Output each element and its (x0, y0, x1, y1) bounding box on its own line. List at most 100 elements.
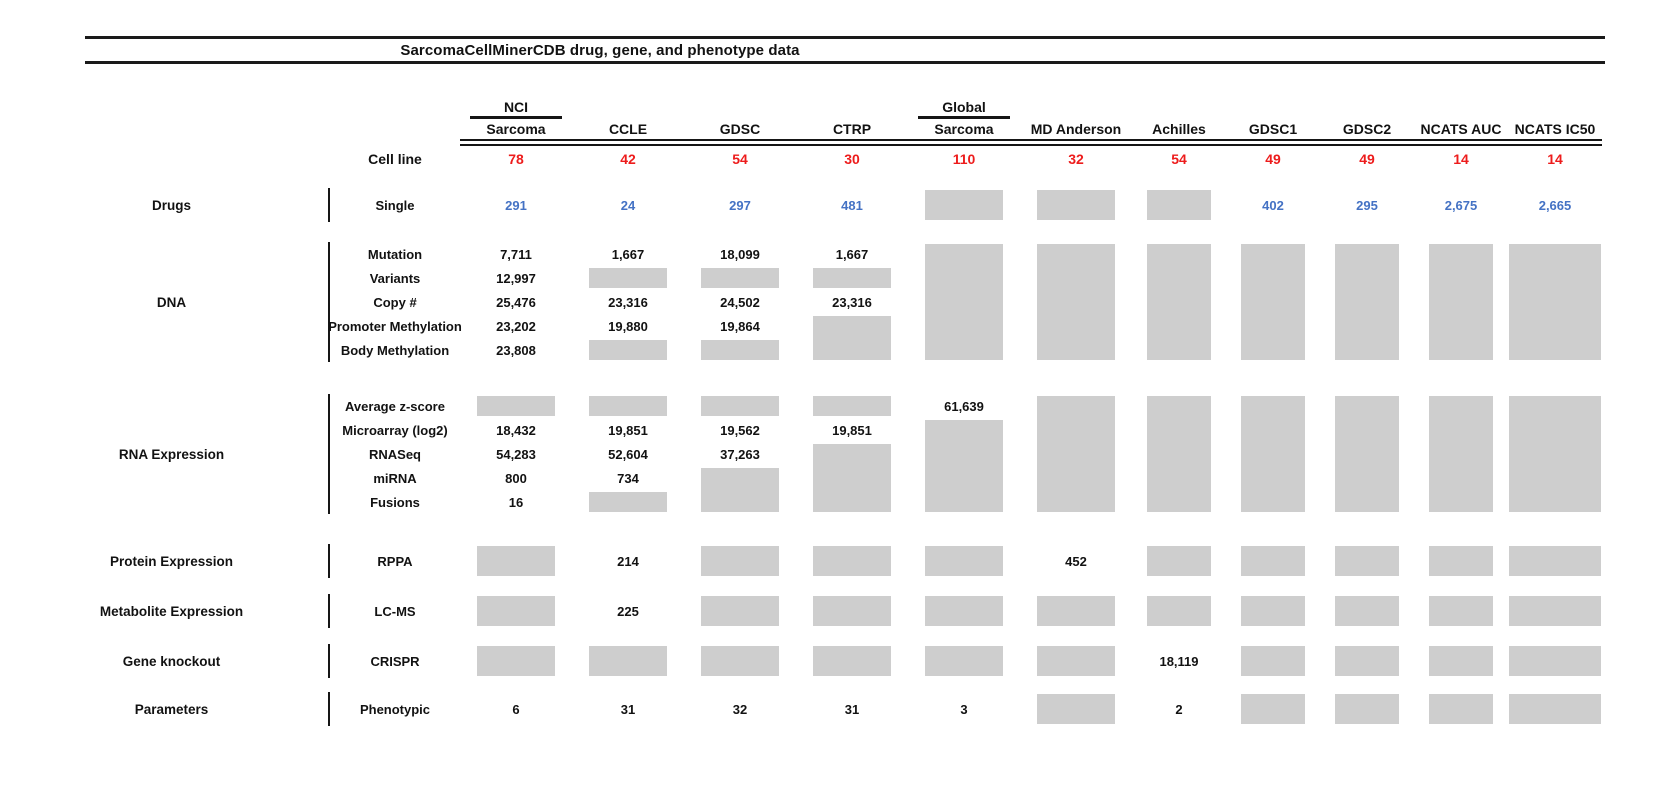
cell-line-count: 54 (1171, 151, 1187, 167)
cell-value: 37,263 (720, 446, 760, 462)
table-cell: 6 (460, 692, 572, 726)
table-cell (1020, 594, 1132, 628)
table-cell: 2 (1132, 692, 1226, 726)
cell-value: 19,851 (832, 422, 872, 438)
table-cell (684, 544, 796, 578)
cell-line-count: 110 (952, 151, 976, 167)
cell-value: 18,099 (720, 246, 760, 262)
table-cell (1132, 594, 1226, 628)
table-cell (460, 544, 572, 578)
gray-box (1429, 546, 1493, 576)
table-cell (1320, 644, 1414, 678)
table-cell (684, 594, 796, 628)
gray-box (701, 646, 779, 676)
table-cell (1414, 594, 1508, 628)
table-cell: 31 (796, 692, 908, 726)
row-label: Single (375, 197, 415, 213)
gray-box (1241, 546, 1305, 576)
table-cell (1414, 692, 1508, 726)
table-cell (1508, 594, 1602, 628)
table-cell: 23,808 (460, 338, 572, 362)
table-cell (1132, 188, 1226, 222)
column-header-label: MD Anderson (1030, 121, 1122, 137)
cell-value: 1,667 (835, 246, 869, 262)
gray-box (1147, 546, 1211, 576)
cell-value: 32 (732, 701, 748, 717)
table-cell: 18,119 (1132, 644, 1226, 678)
table-cell (1414, 242, 1508, 362)
gray-box (1241, 694, 1305, 724)
gray-box (589, 646, 667, 676)
row-label: Body Methylation (340, 342, 450, 358)
section-category-label: Drugs (85, 188, 330, 222)
row-label: Mutation (367, 246, 423, 262)
table-cell (1414, 394, 1508, 514)
gray-box (1429, 694, 1493, 724)
table-cell (572, 338, 684, 362)
cell-line-count: 49 (1265, 151, 1281, 167)
gray-box (1147, 396, 1211, 512)
column-header: Global Sarcoma (908, 88, 1020, 138)
table-cell (1132, 394, 1226, 514)
column-header: GDSC (684, 88, 796, 138)
gray-box (813, 646, 891, 676)
section-category-label: DNA (85, 242, 330, 362)
table-cell: 2,665 (1508, 188, 1602, 222)
gray-box (1429, 244, 1493, 360)
gray-box (1335, 694, 1399, 724)
row-label: RPPA (377, 553, 413, 569)
cell-value: 23,808 (496, 342, 536, 358)
table-cell (572, 490, 684, 514)
table-cell: 23,202 (460, 314, 572, 338)
cell-value: 734 (617, 470, 639, 486)
gray-box (1241, 396, 1305, 512)
table-cell: 7,711 (460, 242, 572, 266)
figure-content: SarcomaCellMinerCDB drug, gene, and phen… (85, 36, 1605, 726)
gray-box (1037, 596, 1115, 626)
cell-value: 291 (505, 197, 527, 213)
gray-box (589, 492, 667, 512)
table-cell (908, 644, 1020, 678)
gray-box (925, 546, 1003, 576)
table-cell: 16 (460, 490, 572, 514)
cell-value: 3 (960, 701, 968, 717)
table-cell: 24,502 (684, 290, 796, 314)
section-protein-expression: Protein Expression RPPA 214 452 (85, 544, 1605, 578)
cell-value: 214 (617, 553, 639, 569)
cell-line-count: 30 (844, 151, 860, 167)
gray-box (701, 340, 779, 360)
gray-box (813, 268, 891, 288)
gray-box (1509, 694, 1601, 724)
cell-line-row-label: Cell line (368, 151, 422, 167)
cell-value: 23,316 (832, 294, 872, 310)
table-cell (796, 314, 908, 362)
table-cell (908, 544, 1020, 578)
gray-box (813, 316, 891, 360)
cell-value: 61,639 (944, 398, 984, 414)
table-cell: 19,864 (684, 314, 796, 338)
gray-box (1509, 244, 1601, 360)
table-cell (572, 394, 684, 418)
table-cell: 481 (796, 188, 908, 222)
header-grid: NCI Sarcoma CCLE GDSC CTRP Global Sarcoma MD An… (85, 88, 1605, 172)
gray-box (1037, 190, 1115, 220)
cell-value: 481 (841, 197, 863, 213)
gray-box (1037, 694, 1115, 724)
column-header: NCI Sarcoma (460, 88, 572, 138)
cell-value: 23,202 (496, 318, 536, 334)
column-header-label: NCATS AUC (1420, 121, 1502, 137)
gray-box (1429, 596, 1493, 626)
section-category-label: RNA Expression (85, 394, 330, 514)
gray-box (925, 190, 1003, 220)
gray-box (1037, 646, 1115, 676)
table-cell: 19,851 (796, 418, 908, 442)
cell-value: 19,864 (720, 318, 760, 334)
cell-value: 2,665 (1538, 197, 1572, 213)
column-header-label: GDSC (719, 121, 761, 137)
cell-value: 402 (1262, 197, 1284, 213)
column-header: GDSC1 (1226, 88, 1320, 138)
cell-value: 297 (729, 197, 751, 213)
table-cell (908, 418, 1020, 514)
row-label: Phenotypic (359, 701, 431, 717)
